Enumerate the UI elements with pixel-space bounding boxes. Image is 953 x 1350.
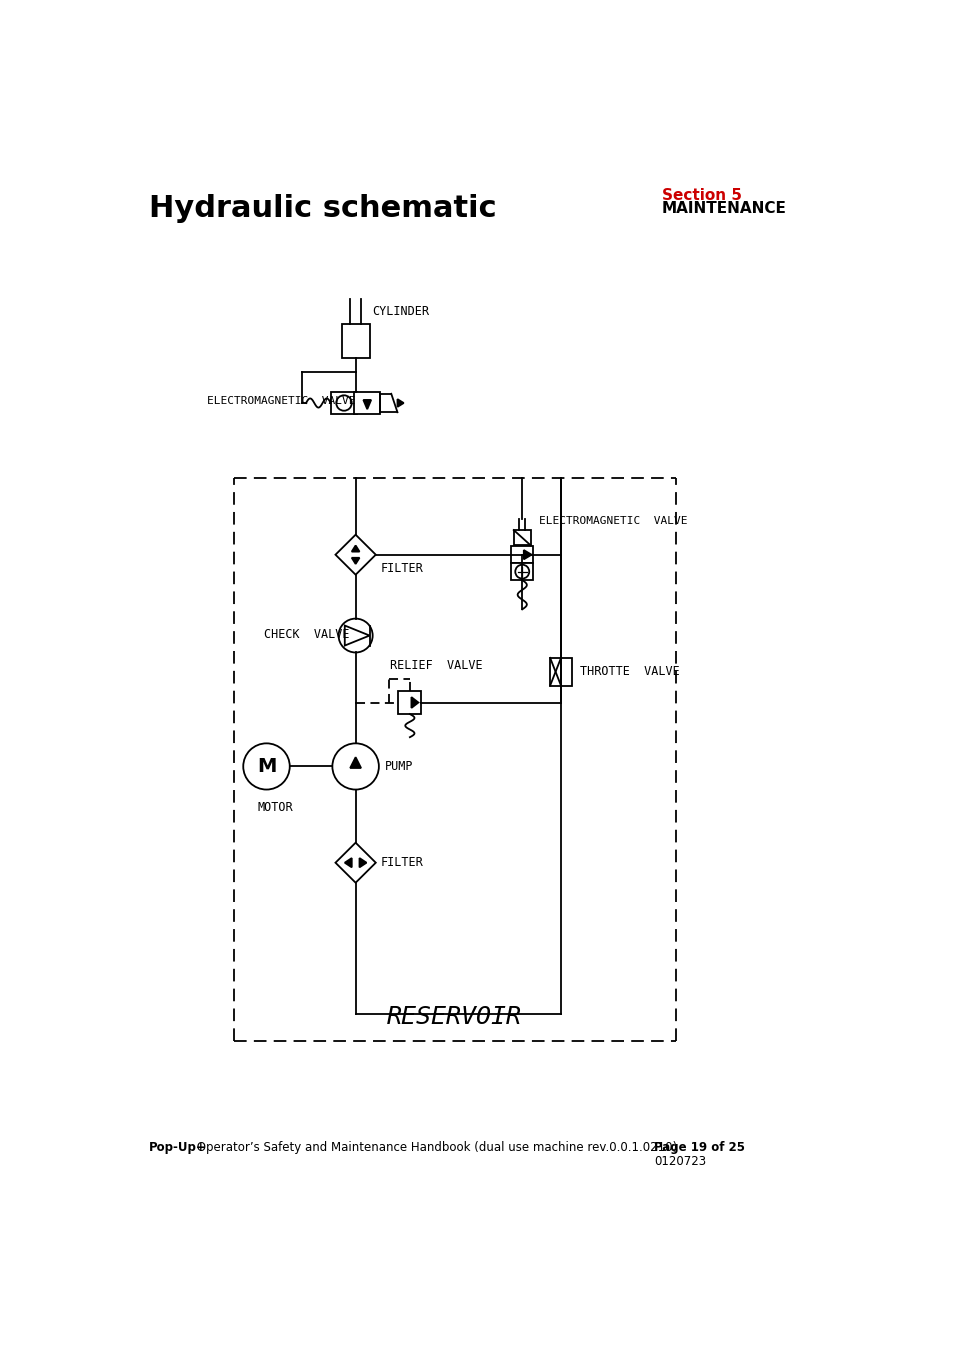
Polygon shape: [397, 400, 403, 406]
Text: ELECTROMAGNETIC  VALVE: ELECTROMAGNETIC VALVE: [207, 397, 355, 406]
Text: Section 5: Section 5: [661, 188, 741, 204]
Bar: [513, 531, 530, 545]
Polygon shape: [523, 549, 531, 559]
Polygon shape: [350, 757, 360, 768]
Text: MAINTENANCE: MAINTENANCE: [661, 201, 786, 216]
Polygon shape: [352, 558, 359, 564]
Bar: [397, 691, 421, 714]
Text: RELIEF  VALVE: RELIEF VALVE: [390, 659, 482, 672]
Text: THROTTE  VALVE: THROTTE VALVE: [579, 666, 679, 678]
Bar: [511, 563, 533, 580]
Text: FILTER: FILTER: [380, 856, 423, 869]
Text: RESERVOIR: RESERVOIR: [387, 1004, 522, 1029]
Bar: [341, 324, 369, 358]
Polygon shape: [344, 625, 369, 645]
Text: MOTOR: MOTOR: [257, 801, 293, 814]
Text: Operator’s Safety and Maintenance Handbook (dual use machine rev.0.0.1.0210): Operator’s Safety and Maintenance Handbo…: [193, 1141, 677, 1154]
Polygon shape: [335, 535, 375, 575]
Text: ELECTROMAGNETIC  VALVE: ELECTROMAGNETIC VALVE: [538, 516, 687, 526]
Text: Pop-Up+: Pop-Up+: [149, 1141, 206, 1154]
Polygon shape: [335, 842, 375, 883]
Polygon shape: [411, 697, 418, 707]
Text: Hydraulic schematic: Hydraulic schematic: [149, 194, 496, 223]
Text: M: M: [256, 757, 276, 776]
Bar: [511, 547, 533, 563]
Text: PUMP: PUMP: [385, 760, 414, 774]
Text: Page 19 of 25: Page 19 of 25: [654, 1141, 744, 1154]
Polygon shape: [352, 545, 359, 552]
Polygon shape: [363, 400, 371, 409]
Text: CYLINDER: CYLINDER: [373, 305, 429, 317]
Bar: [331, 393, 356, 414]
Text: 0120723: 0120723: [654, 1154, 705, 1168]
Bar: [550, 657, 560, 686]
Text: CHECK  VALVE: CHECK VALVE: [264, 628, 350, 640]
Polygon shape: [344, 859, 352, 867]
Polygon shape: [359, 859, 366, 867]
Bar: [354, 393, 380, 414]
Bar: [560, 657, 571, 686]
Text: FILTER: FILTER: [380, 562, 423, 575]
